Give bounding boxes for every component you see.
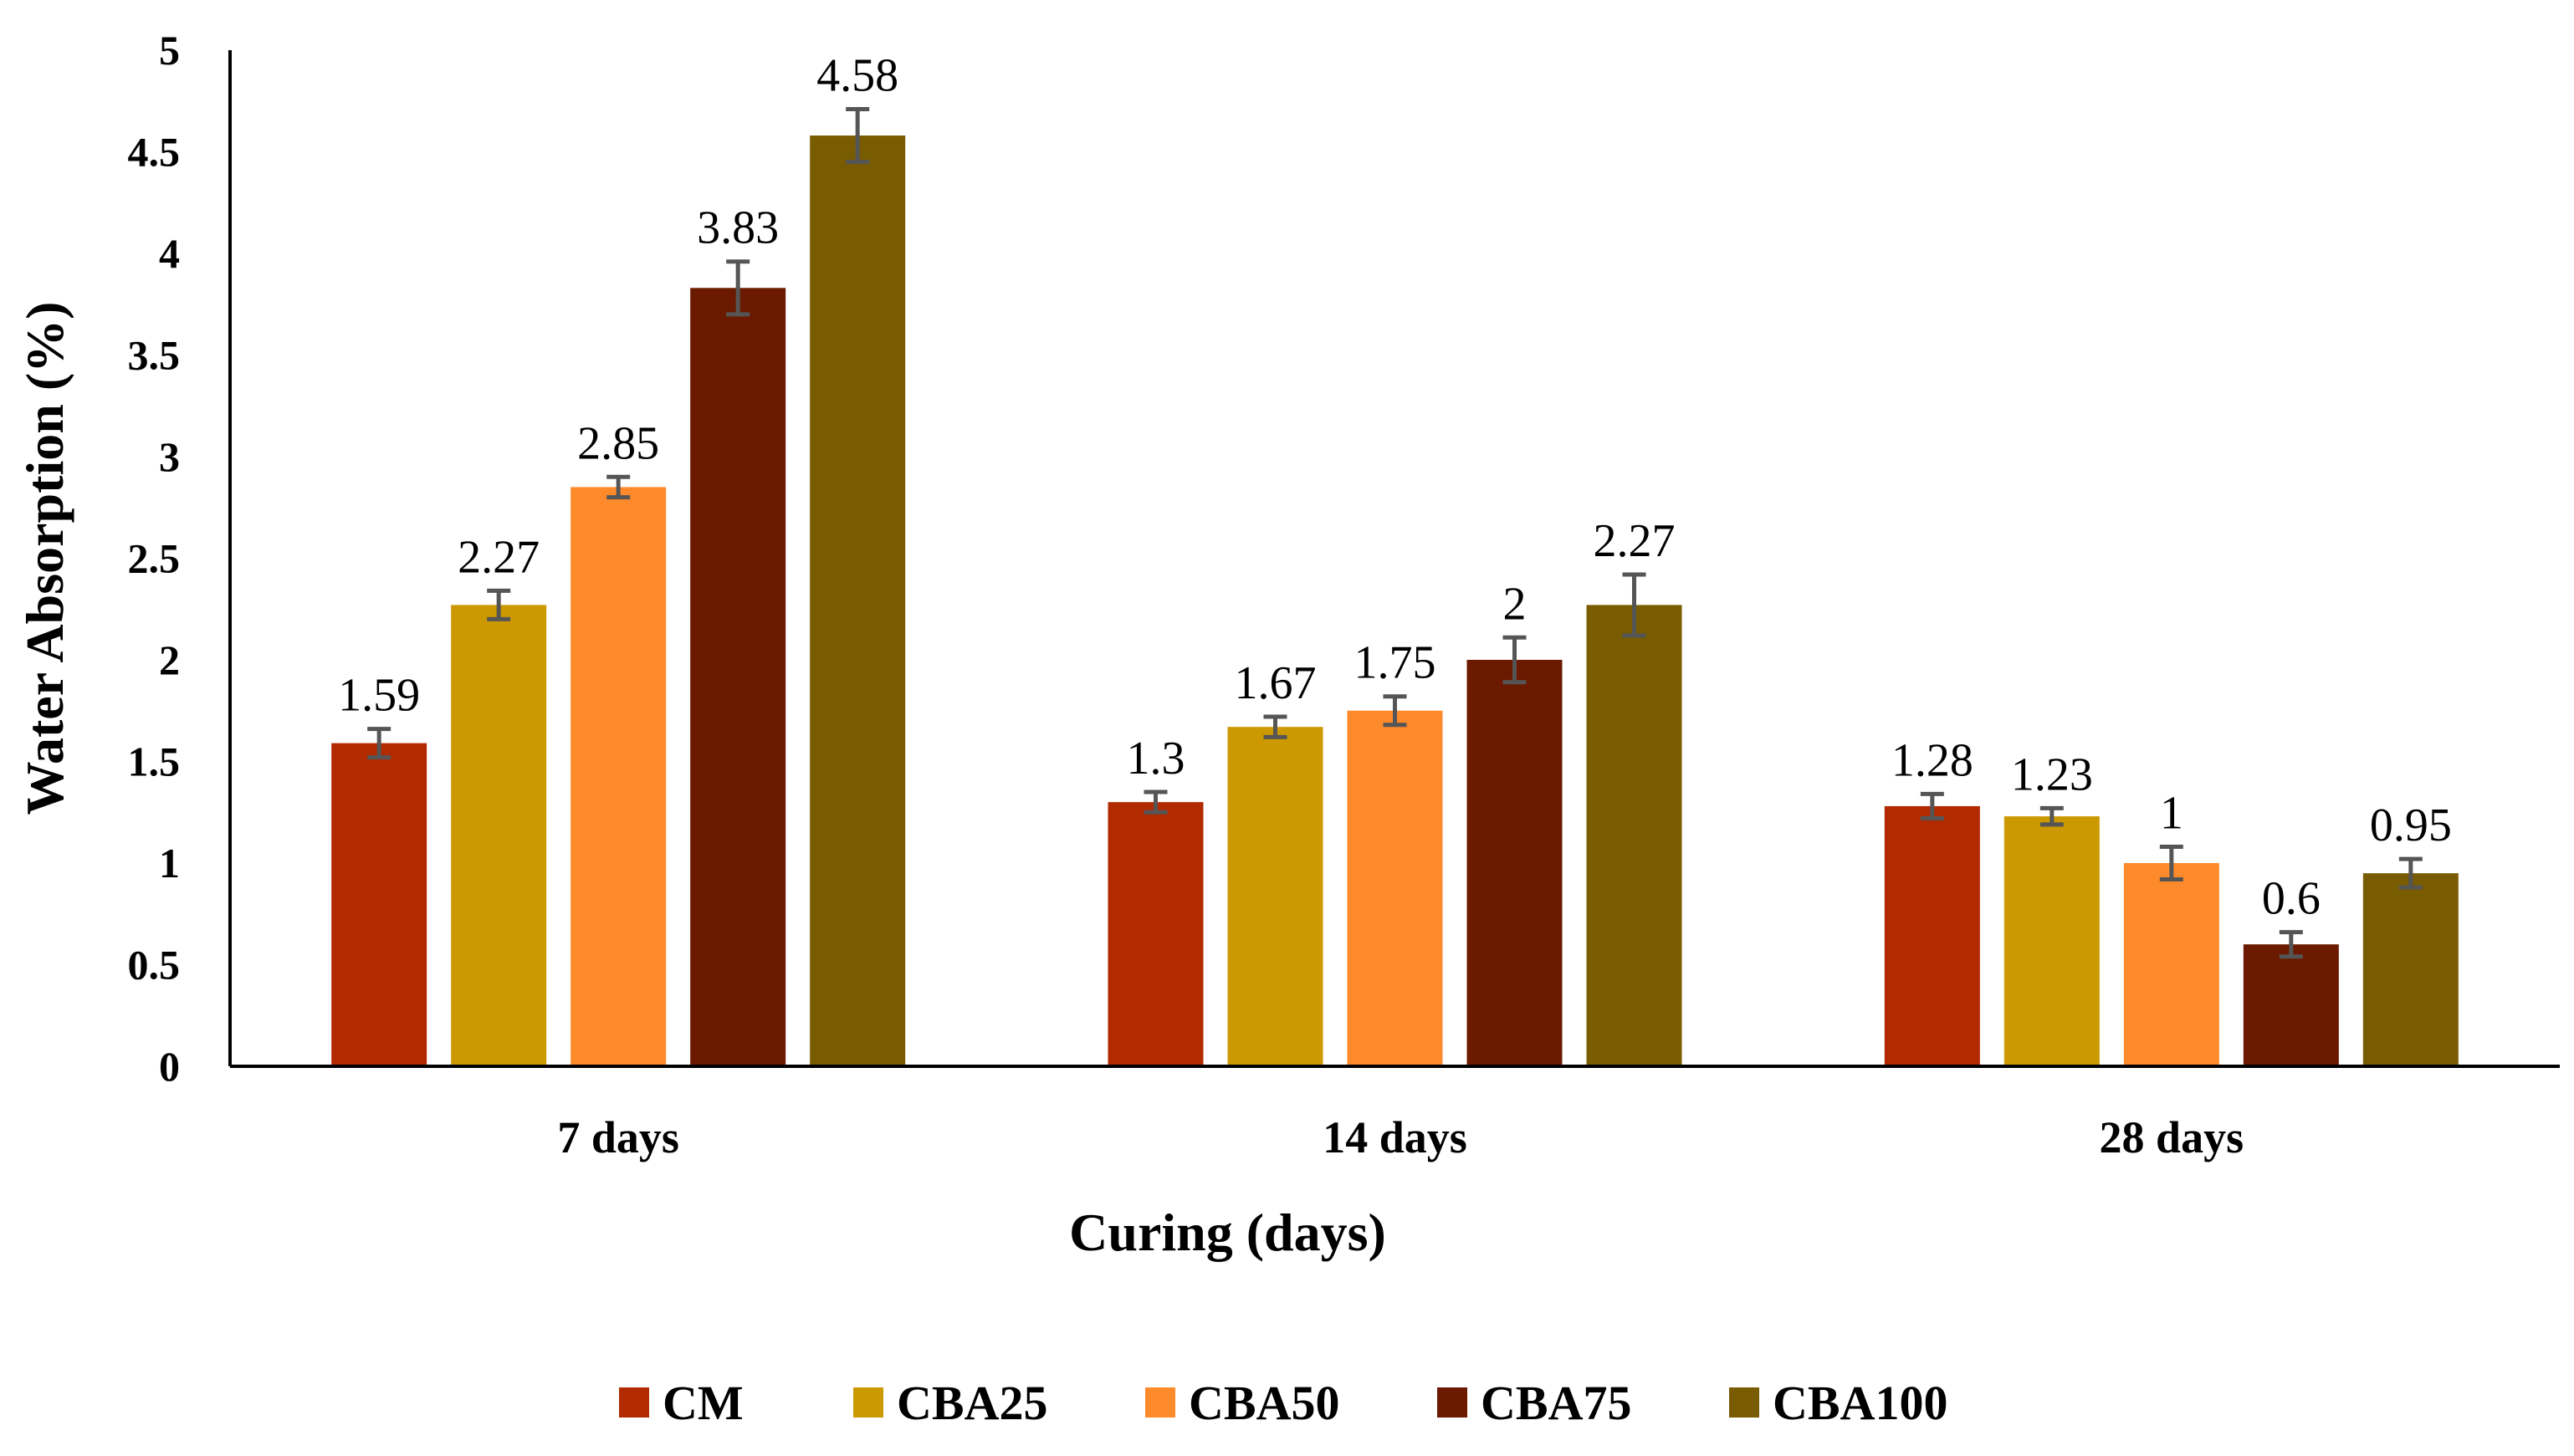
data-label-cm-2: 1.3 [1127,733,1185,784]
bar-cba25-1 [451,605,547,1066]
x-category-label: 7 days [557,1112,679,1162]
x-axis-title: Curing (days) [1069,1203,1386,1262]
data-label-cm-3: 1.28 [1891,734,1973,786]
y-tick-label: 4.5 [128,129,181,176]
bar-cba75-2 [1466,660,1563,1066]
error-bar-cba75-2 [1502,635,1527,685]
error-bar-cba50-3 [2159,845,2183,881]
legend-swatch [853,1387,883,1418]
error-bar-cm-1 [367,727,391,760]
y-tick-label: 2.5 [128,535,181,582]
data-label-cba25-1: 2.27 [458,531,540,583]
data-labels-layer: 1.59 2.27 2.85 3.83 4.58 1.3 1.67 1.75 2 2.27 1.28… [338,49,2452,924]
data-label-cba25-3: 1.23 [2011,748,2093,800]
y-tick-label: 1 [159,840,180,886]
legend-label: CBA25 [897,1376,1047,1430]
legend-swatch [1437,1387,1467,1418]
y-tick-label: 0.5 [128,942,181,989]
bars-layer [331,135,2459,1066]
error-bar-cba100-1 [846,106,870,165]
bar-cba100-3 [2362,873,2459,1066]
data-label-cba50-1: 2.85 [577,417,659,469]
error-bar-cba100-2 [1622,572,1646,638]
data-label-cba100-1: 4.58 [816,49,898,101]
legend-item-cba25: CBA25 [853,1376,1047,1430]
data-label-cm-1: 1.59 [338,670,420,722]
legend-label: CBA50 [1189,1376,1339,1430]
bar-cba75-1 [690,288,786,1066]
bar-cba25-2 [1227,727,1323,1066]
y-tick-label: 3.5 [128,332,181,379]
legend-label: CBA75 [1481,1376,1631,1430]
error-bar-cba25-3 [2039,805,2064,827]
bar-cba50-1 [571,487,667,1066]
error-bar-cm-3 [1920,791,1944,821]
data-label-cba50-2: 1.75 [1354,637,1436,689]
legend: CM CBA25 CBA50 CBA75 CBA100 [619,1376,1947,1430]
bar-cba50-3 [2123,863,2219,1066]
error-bar-cba75-1 [726,259,750,317]
data-label-cba25-2: 1.67 [1235,657,1317,709]
legend-item-cba100: CBA100 [1729,1376,1947,1430]
bar-cm-2 [1108,802,1204,1066]
bar-cba50-2 [1347,710,1443,1066]
data-label-cba100-2: 2.27 [1594,515,1676,567]
error-bar-cm-2 [1144,789,1168,815]
bar-cba75-3 [2243,944,2339,1066]
legend-swatch [619,1387,649,1418]
x-category-label: 14 days [1323,1112,1467,1162]
error-bar-cba25-2 [1263,714,1287,739]
bar-cba100-1 [810,135,906,1066]
y-tick-label: 0 [159,1043,180,1090]
bar-cm-3 [1884,805,1980,1066]
data-label-cba100-3: 0.95 [2370,800,2452,851]
error-bar-cba75-3 [2279,930,2303,959]
y-tick-label: 5 [159,27,180,74]
bar-cba100-2 [1586,605,1682,1066]
data-label-cba75-3: 0.6 [2262,873,2321,925]
bar-cba25-3 [2003,816,2100,1066]
error-bar-cba100-3 [2398,856,2423,890]
y-tick-label: 1.5 [128,738,181,785]
error-bars-layer [367,106,2423,959]
y-axis-title: Water Absorption (%) [15,302,74,815]
data-label-cba75-1: 3.83 [697,202,779,254]
bar-cm-1 [331,743,427,1066]
legend-item-cm: CM [619,1376,744,1430]
data-label-cba50-3: 1 [2160,788,2183,840]
x-axis-categories: 7 days 14 days 28 days [557,1112,2244,1162]
y-tick-label: 4 [159,230,180,277]
x-category-label: 28 days [2100,1112,2244,1162]
error-bar-cba50-2 [1383,694,1407,728]
y-axis-ticks: 0 0.5 1 1.5 2 2.5 3 3.5 4 4.5 5 [128,27,181,1090]
legend-item-cba75: CBA75 [1437,1376,1631,1430]
error-bar-cba25-1 [487,588,511,621]
legend-item-cba50: CBA50 [1145,1376,1339,1430]
error-bar-cba50-1 [606,474,631,500]
y-tick-label: 3 [159,433,180,480]
legend-label: CM [663,1376,744,1430]
legend-label: CBA100 [1773,1376,1947,1430]
legend-swatch [1729,1387,1759,1418]
data-label-cba75-2: 2 [1503,578,1527,630]
y-tick-label: 2 [159,636,180,683]
legend-swatch [1145,1387,1175,1418]
